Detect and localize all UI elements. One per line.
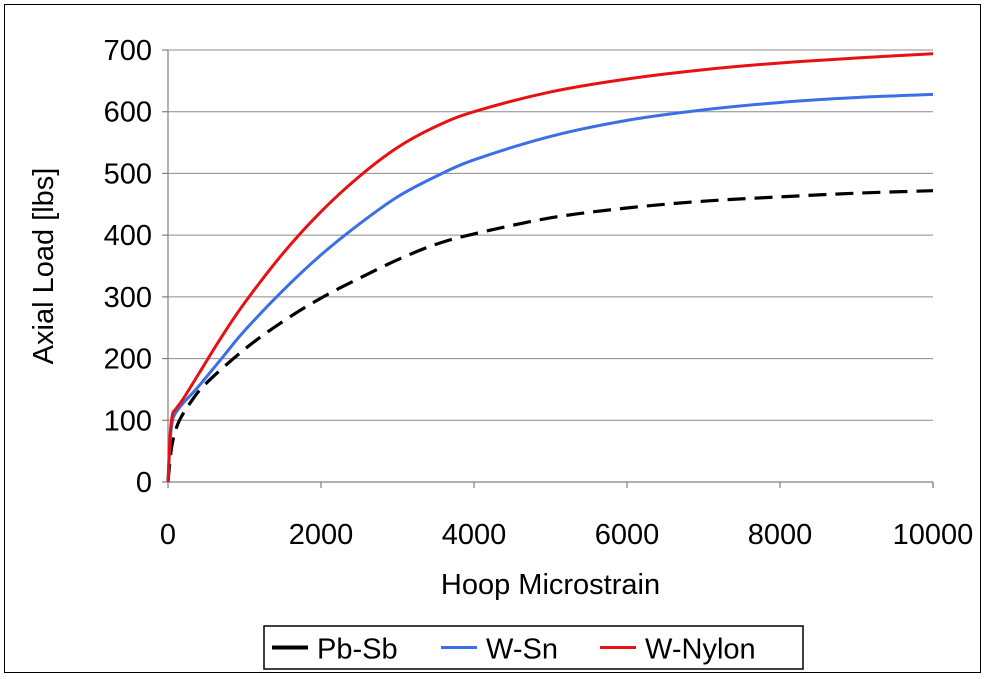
y-tick-label: 500: [104, 158, 152, 190]
y-tick-label: 200: [104, 344, 152, 376]
x-axis-title: Hoop Microstrain: [441, 569, 660, 601]
tick-labels: 0 100 200 300 400 500 600 700 0 2000 4000 6000 8000 1…: [104, 35, 974, 551]
y-tick-label: 600: [104, 97, 152, 129]
legend-box: [263, 625, 804, 670]
y-tick-label: 300: [104, 282, 152, 314]
x-tick-label: 8000: [748, 519, 813, 551]
chart-frame: [4, 4, 981, 673]
x-tick-label: 10000: [893, 519, 974, 551]
legend-label-w-sn: W-Sn: [486, 634, 558, 666]
y-tick-label: 400: [104, 220, 152, 252]
gridlines: [168, 49, 933, 421]
y-tick-label: 700: [104, 35, 152, 67]
series-line-pb-sb: [166, 189, 934, 483]
legend: Pb-Sb W-Sn W-Nylon: [263, 625, 804, 670]
series-line-w-sn: [166, 92, 934, 483]
x-tick-label: 2000: [289, 519, 354, 551]
axes: [162, 49, 934, 488]
x-tick-label: 4000: [442, 519, 507, 551]
y-tick-label: 100: [104, 405, 152, 437]
x-tick-label: 0: [160, 519, 176, 551]
x-tick-label: 6000: [595, 519, 660, 551]
y-axis-title: Axial Load [lbs]: [28, 168, 60, 365]
legend-label-pb-sb: Pb-Sb: [317, 634, 398, 666]
series-lines: [166, 52, 934, 483]
y-tick-label: 0: [136, 467, 152, 499]
series-line-w-nylon: [166, 52, 934, 483]
legend-label-w-nylon: W-Nylon: [645, 634, 756, 666]
